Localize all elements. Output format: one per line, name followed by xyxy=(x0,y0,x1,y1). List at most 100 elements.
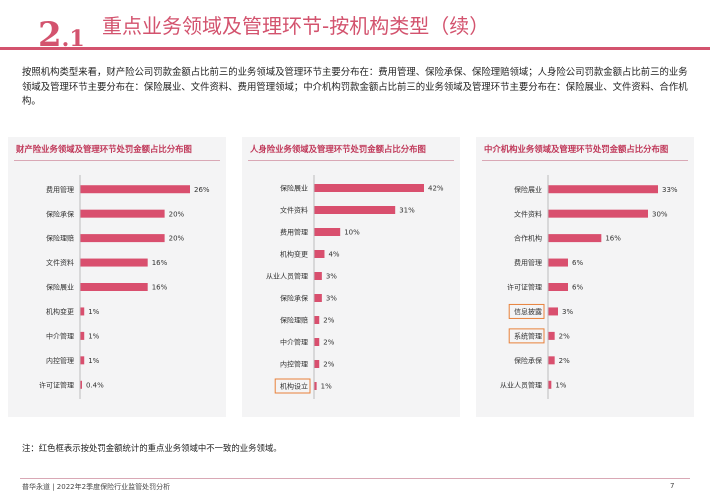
category-label: 文件资料 xyxy=(514,209,542,218)
panel-life-insurance: 人身险业务领域及管理环节处罚金额占比分布图 保险展业 42% 文件资料 31% 费用管理… xyxy=(242,137,460,417)
category-label: 费用管理 xyxy=(514,258,542,267)
chart-title: 人身险业务领域及管理环节处罚金额占比分布图 xyxy=(250,144,426,154)
bar xyxy=(314,360,320,368)
highlight-box xyxy=(274,378,311,394)
category-label: 保险理赔 xyxy=(280,316,308,325)
intro-paragraph: 按照机构类型来看，财产险公司罚款金额占比前三的业务领域及管理环节主要分布在：费用… xyxy=(22,67,688,107)
bar xyxy=(548,283,568,291)
category-label: 从业人员管理 xyxy=(266,272,308,281)
value-label: 2% xyxy=(323,361,334,369)
value-label: 31% xyxy=(399,207,415,215)
bar xyxy=(80,380,82,389)
bar xyxy=(314,382,317,390)
value-label: 30% xyxy=(652,210,668,218)
panel-intermediary: 中介机构业务领域及管理环节处罚金额占比分布图 保险展业 33% 文件资料 30% 合作机… xyxy=(476,137,694,417)
value-label: 33% xyxy=(662,186,678,194)
value-label: 16% xyxy=(605,235,621,243)
category-label: 从业人员管理 xyxy=(500,380,542,389)
value-label: 3% xyxy=(326,273,337,281)
chart-title: 中介机构业务领域及管理环节处罚金额占比分布图 xyxy=(484,144,669,154)
bar xyxy=(548,234,602,243)
category-label: 保险承保 xyxy=(514,356,542,365)
page-header: 2.1 重点业务领域及管理环节-按机构类型（续） xyxy=(0,0,710,60)
bar xyxy=(80,356,85,365)
value-label: 3% xyxy=(326,295,337,303)
category-label: 许可证管理 xyxy=(39,380,74,389)
panel-divider xyxy=(482,160,688,161)
header-divider xyxy=(0,47,710,50)
bar xyxy=(314,250,325,258)
bar xyxy=(80,185,190,194)
chart-life-insurance: 保险展业 42% 文件资料 31% 费用管理 10% 机构变更 4% 从业人员管理 3% 保险承保 3… xyxy=(266,175,444,399)
value-label: 1% xyxy=(88,357,99,365)
value-label: 3% xyxy=(562,308,573,316)
footer-source: 普华永道 | 2022年2季度保险行业监管处罚分析 xyxy=(22,483,171,491)
bar xyxy=(80,283,148,291)
section-sub-number: .1 xyxy=(61,26,85,52)
category-label: 许可证管理 xyxy=(507,283,542,292)
category-label: 保险理赔 xyxy=(46,234,74,243)
bar xyxy=(314,184,424,192)
bar xyxy=(314,316,320,324)
bar xyxy=(548,258,568,267)
page-title: 重点业务领域及管理环节-按机构类型（续） xyxy=(102,14,490,38)
value-label: 2% xyxy=(323,317,334,325)
value-label: 6% xyxy=(572,259,583,267)
value-label: 1% xyxy=(555,381,566,389)
panel-divider xyxy=(14,160,220,161)
category-label: 信息披露 xyxy=(514,307,542,316)
highlight-box xyxy=(508,303,545,319)
value-label: 2% xyxy=(559,357,570,365)
category-label: 机构设立 xyxy=(280,382,308,391)
section-number: 2.1 xyxy=(38,15,85,55)
value-label: 1% xyxy=(88,308,99,316)
value-label: 10% xyxy=(344,229,360,237)
bar xyxy=(548,331,555,340)
category-label: 文件资料 xyxy=(280,206,308,215)
footer-divider xyxy=(20,478,690,479)
category-label: 保险展业 xyxy=(46,283,74,292)
chart-property-insurance: 费用管理 26% 保险承保 20% 保险理赔 20% 文件资料 16% 保险展业 16% 机构变更 1… xyxy=(39,175,210,399)
value-label: 20% xyxy=(169,210,185,218)
category-label: 机构变更 xyxy=(280,250,308,259)
category-label: 中介管理 xyxy=(280,338,308,347)
bar xyxy=(80,209,165,218)
category-label: 内控管理 xyxy=(46,356,74,365)
category-label: 内控管理 xyxy=(280,360,308,369)
category-label: 中介管理 xyxy=(46,331,74,340)
category-label: 系统管理 xyxy=(514,331,542,340)
category-label: 费用管理 xyxy=(280,228,308,237)
value-label: 1% xyxy=(321,383,332,391)
bar xyxy=(314,294,322,302)
bar xyxy=(314,338,320,346)
category-label: 保险展业 xyxy=(280,184,308,193)
bar xyxy=(314,228,341,236)
page-number: 7 xyxy=(670,482,675,490)
value-label: 16% xyxy=(152,259,168,267)
value-label: 6% xyxy=(572,284,583,292)
value-label: 26% xyxy=(194,186,210,194)
value-label: 20% xyxy=(169,235,185,243)
bar xyxy=(80,331,85,340)
category-label: 合作机构 xyxy=(514,234,542,243)
bar xyxy=(548,185,658,194)
value-label: 0.4% xyxy=(86,381,104,389)
highlight-box xyxy=(508,328,545,344)
category-label: 文件资料 xyxy=(46,258,74,267)
chart-intermediary: 保险展业 33% 文件资料 30% 合作机构 16% 费用管理 6% 许可证管理 6% 信息披露 3%… xyxy=(500,175,678,399)
bar xyxy=(314,272,322,280)
value-label: 42% xyxy=(428,185,444,193)
value-label: 2% xyxy=(559,332,570,340)
bar xyxy=(548,209,648,218)
category-label: 机构变更 xyxy=(46,307,74,316)
category-label: 费用管理 xyxy=(46,185,74,194)
bar xyxy=(548,307,558,316)
footnote: 注：红色框表示按处罚金额统计的重点业务领域中不一致的业务领域。 xyxy=(22,443,282,453)
category-label: 保险承保 xyxy=(280,294,308,303)
bar xyxy=(80,234,165,243)
bar xyxy=(314,206,396,214)
bar xyxy=(548,380,552,389)
bar xyxy=(80,307,85,316)
chart-title: 财产险业务领域及管理环节处罚金额占比分布图 xyxy=(16,144,192,154)
value-label: 2% xyxy=(323,339,334,347)
